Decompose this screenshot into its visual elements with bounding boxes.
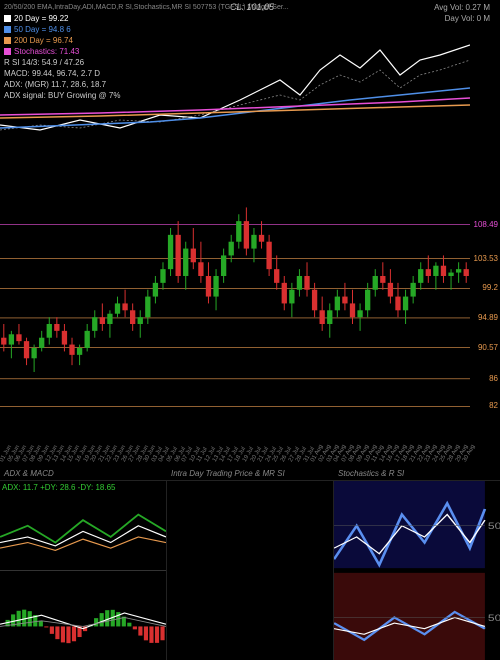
candlestick-panel: 108.49103.5399.294.8990.578682 01 Jun05 …: [0, 180, 500, 460]
stoch-rsi-panel: Stochastics & R SI 5050: [334, 480, 500, 660]
ema-panel: CL: 101.05 Avg Vol: 0.27 M Day Vol: 0 M …: [0, 0, 500, 160]
x-axis: 01 Jun05 Jun06 Jun07 Jun08 Jun09 Jun12 J…: [0, 456, 470, 462]
sub-title-2: Intra Day Trading Price & MR SI: [171, 469, 285, 478]
adx-text: ADX: 11.7 +DY: 28.6 -DY: 18.65: [2, 483, 115, 492]
bottom-indicators: ADX & MACD ADX: 11.7 +DY: 28.6 -DY: 18.6…: [0, 480, 500, 660]
svg-text:50: 50: [488, 522, 500, 532]
svg-text:50: 50: [488, 613, 500, 623]
sub-title-3: Stochastics & R SI: [338, 469, 404, 478]
adx-macd-panel: ADX & MACD ADX: 11.7 +DY: 28.6 -DY: 18.6…: [0, 480, 166, 660]
intraday-panel: Intra Day Trading Price & MR SI: [166, 480, 334, 660]
sub-title-1: ADX & MACD: [4, 469, 54, 478]
